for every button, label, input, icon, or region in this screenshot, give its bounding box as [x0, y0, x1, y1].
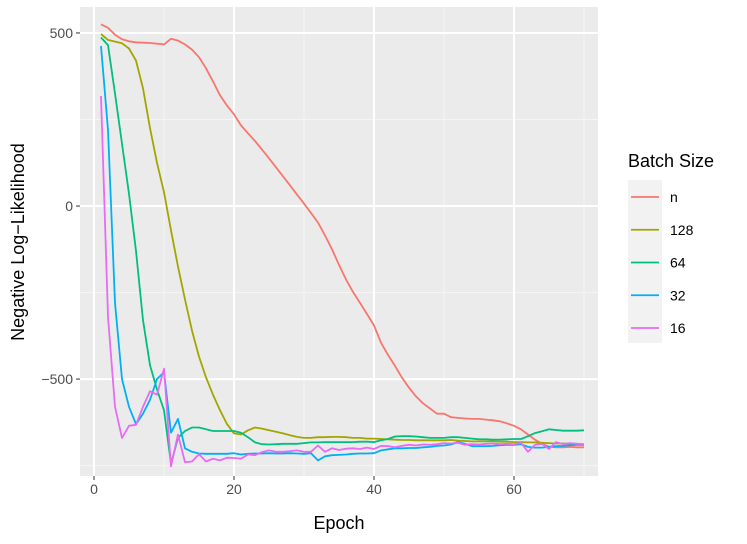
- x-tick-label: 40: [366, 481, 382, 497]
- legend-label-32: 32: [670, 287, 686, 303]
- y-tick-label: 0: [65, 198, 73, 214]
- y-tick-label: 500: [50, 25, 74, 41]
- x-axis-ticks: 0 20 40 60: [90, 476, 522, 497]
- x-tick-label: 20: [226, 481, 242, 497]
- legend-label-n: n: [670, 189, 678, 205]
- y-axis-title: Negative Log−Likelihood: [8, 143, 28, 341]
- legend-label-16: 16: [670, 320, 686, 336]
- legend-key-background: [628, 180, 662, 343]
- y-axis-ticks: 500 0 −500: [41, 25, 80, 387]
- y-tick-label: −500: [41, 371, 73, 387]
- minor-gridlines: [80, 7, 598, 476]
- plot-panel: [80, 7, 598, 476]
- series-line-16: [100, 95, 585, 468]
- series-lines: [100, 23, 585, 468]
- legend-items: n 128 64 32 16: [628, 180, 694, 343]
- x-axis-title: Epoch: [313, 513, 364, 533]
- legend-title: Batch Size: [628, 151, 714, 171]
- legend: Batch Size n 128 64 32 16: [628, 151, 714, 343]
- legend-label-128: 128: [670, 222, 694, 238]
- major-gridlines: [80, 7, 598, 476]
- legend-label-64: 64: [670, 255, 686, 271]
- x-tick-label: 60: [506, 481, 522, 497]
- series-line-128: [100, 33, 585, 446]
- x-tick-label: 0: [90, 481, 98, 497]
- series-line-n: [100, 23, 584, 449]
- series-line-32: [100, 46, 584, 462]
